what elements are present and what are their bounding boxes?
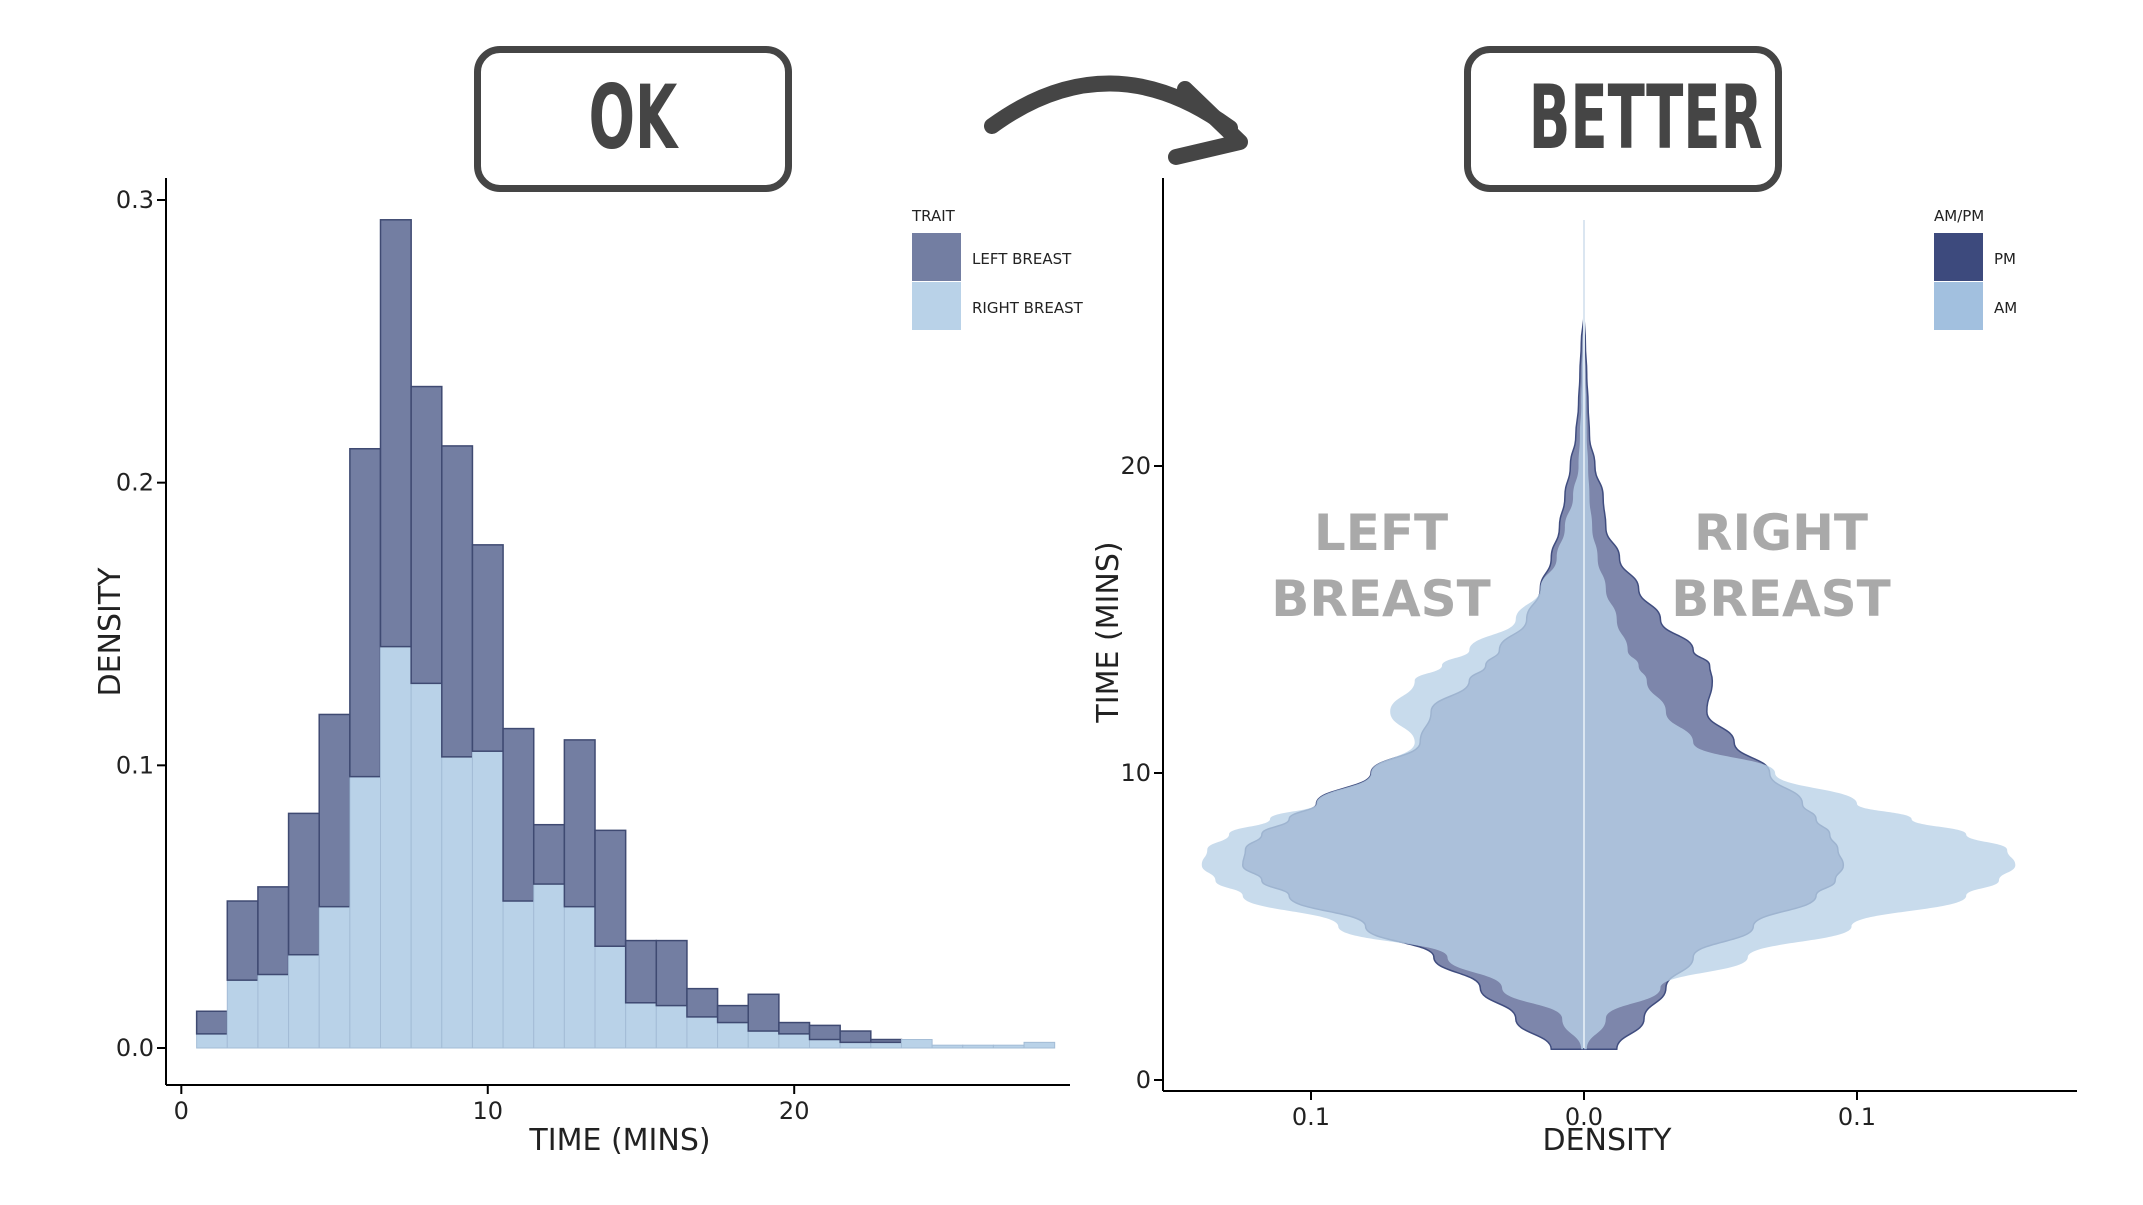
histogram-bar-right	[380, 646, 412, 1049]
annotation-left-breast: LEFT	[1314, 504, 1448, 562]
x-tick-label: 0.1	[1838, 1103, 1876, 1131]
annotation-left-breast: BREAST	[1271, 570, 1491, 628]
x-tick-label: 20	[779, 1097, 810, 1125]
arrow-head	[1168, 81, 1248, 165]
histogram-bar-left	[287, 812, 320, 956]
histogram-bar-left	[257, 886, 290, 976]
histogram-bar-left	[563, 739, 596, 908]
legend-swatch	[1934, 233, 1983, 281]
x-tick-label: 0	[174, 1097, 189, 1125]
histogram-bar-right	[900, 1039, 933, 1049]
legend-swatch	[912, 282, 961, 330]
better-header-box: BETTER	[1464, 46, 1782, 192]
legend-swatch	[1934, 282, 1983, 330]
y-tick-label: 0.1	[116, 751, 154, 779]
legend-label: LEFT BREAST	[972, 250, 1072, 268]
y-tick-label: 20	[1120, 452, 1151, 480]
legend-label: RIGHT BREAST	[972, 299, 1084, 317]
annotation-right-breast: BREAST	[1671, 570, 1891, 628]
histogram-bar-left	[686, 987, 719, 1018]
y-tick-label: 0.3	[116, 186, 154, 214]
y-axis-title: DENSITY	[93, 567, 128, 697]
histogram-bar-left	[349, 447, 382, 778]
histogram-bar-left	[747, 993, 780, 1032]
x-axis-title: TIME (MINS)	[528, 1123, 710, 1158]
y-tick-label: 0.0	[116, 1034, 154, 1062]
histogram-bar-left	[471, 544, 504, 752]
legend-title: TRAIT	[911, 207, 956, 225]
legend-title: AM/PM	[1934, 207, 1984, 225]
histogram-bar-right	[533, 883, 565, 1049]
histogram-bar-right	[502, 900, 535, 1049]
histogram-bar-left	[655, 939, 688, 1007]
violin-am-left	[1201, 312, 1584, 1050]
y-axis-title: TIME (MINS)	[1091, 541, 1126, 723]
histogram-bar-right	[410, 682, 443, 1049]
histogram-bar-left	[839, 1030, 872, 1044]
violin-am-right	[1584, 312, 2016, 1050]
ok-header-box: OK	[474, 46, 792, 192]
histogram-bar-right	[226, 979, 259, 1049]
histogram-bar-left	[594, 829, 627, 947]
legend-label: AM	[1994, 299, 2017, 317]
histogram-bar-right	[257, 974, 290, 1049]
histogram-bar-right	[1023, 1041, 1056, 1049]
x-tick-label: 0.0	[1565, 1103, 1603, 1131]
y-tick-label: 0	[1136, 1066, 1151, 1094]
x-tick-label: 0.1	[1292, 1103, 1330, 1131]
histogram-bar-right	[471, 750, 504, 1049]
histogram-bar-right	[349, 776, 382, 1049]
y-tick-label: 0.2	[116, 469, 154, 497]
histogram-bar-left	[379, 219, 412, 648]
histogram-bar-left	[624, 939, 658, 1004]
histogram-bar-left	[502, 727, 535, 902]
annotation-right-breast: RIGHT	[1694, 504, 1868, 562]
legend-label: PM	[1994, 250, 2016, 268]
histogram-bar-left	[318, 713, 351, 908]
histogram-bar-left	[441, 445, 474, 758]
ok-header-text: OK	[588, 66, 678, 169]
x-tick-label: 10	[472, 1097, 503, 1125]
histogram-bar-right	[318, 906, 351, 1049]
legend-swatch	[912, 233, 961, 281]
y-tick-label: 10	[1120, 759, 1151, 787]
x-axis-title: DENSITY	[1542, 1123, 1672, 1158]
histogram-bar-left	[410, 385, 443, 685]
